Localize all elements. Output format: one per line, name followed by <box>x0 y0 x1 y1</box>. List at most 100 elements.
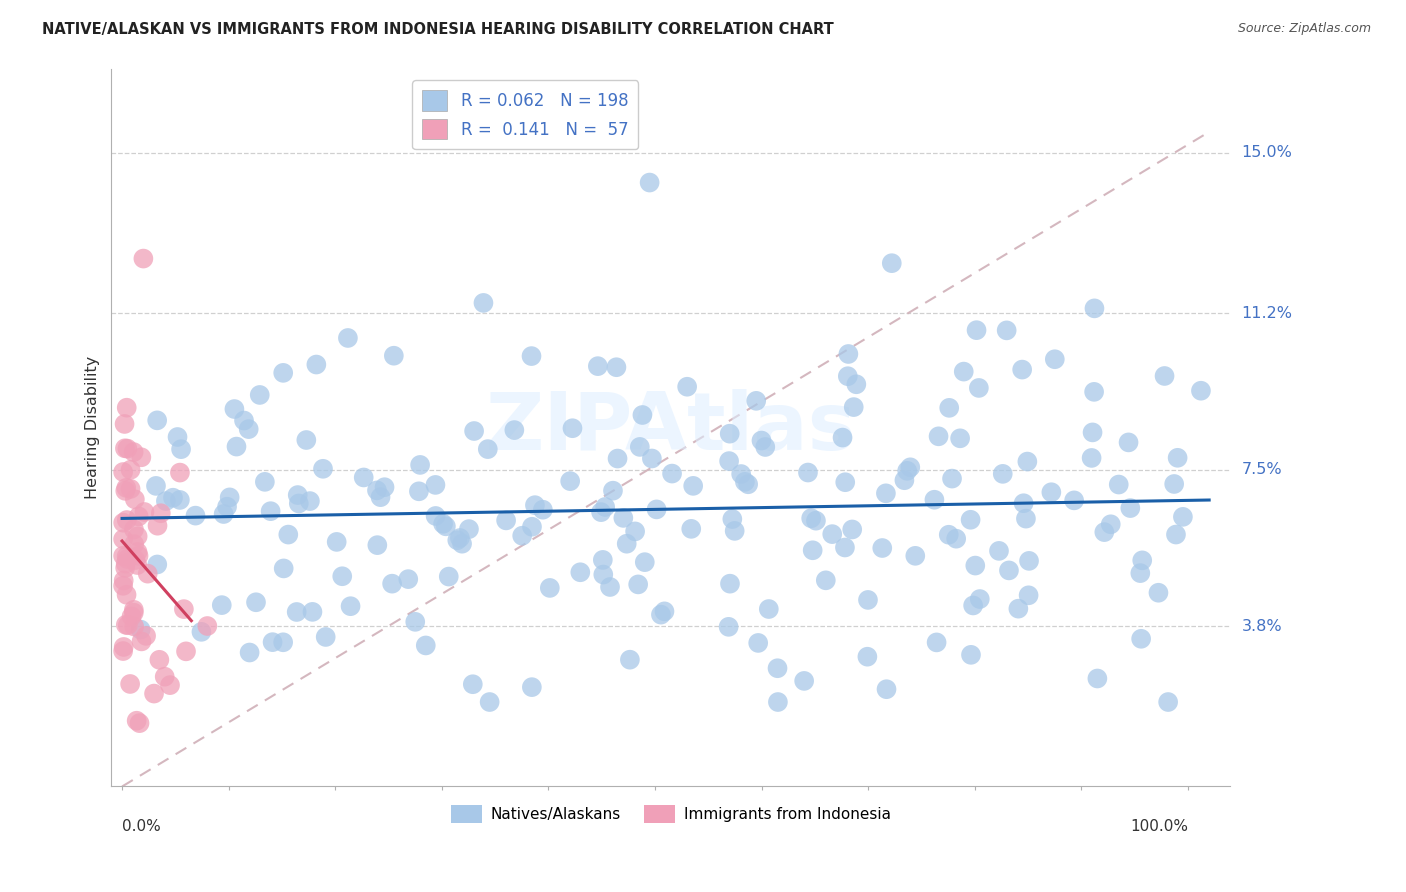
Point <box>128 509 150 524</box>
Text: Source: ZipAtlas.com: Source: ZipAtlas.com <box>1237 22 1371 36</box>
Point <box>128 716 150 731</box>
Point <box>184 508 207 523</box>
Point <box>800 511 823 525</box>
Point <box>370 490 392 504</box>
Point <box>114 483 136 498</box>
Point <box>218 491 240 505</box>
Point <box>1189 384 1212 398</box>
Point <box>153 670 176 684</box>
Point <box>112 465 135 479</box>
Point <box>114 442 136 456</box>
Point <box>681 522 703 536</box>
Point <box>159 678 181 692</box>
Point <box>134 505 156 519</box>
Point <box>432 516 454 531</box>
Point <box>478 695 501 709</box>
Point <box>801 543 824 558</box>
Point <box>224 402 246 417</box>
Point <box>1018 588 1040 602</box>
Point <box>415 639 437 653</box>
Point <box>941 472 963 486</box>
Point <box>967 381 990 395</box>
Point <box>1108 477 1130 491</box>
Text: 15.0%: 15.0% <box>1241 145 1292 161</box>
Point <box>312 462 335 476</box>
Point <box>959 513 981 527</box>
Point <box>115 513 138 527</box>
Point <box>301 605 323 619</box>
Point <box>837 369 859 384</box>
Point <box>366 483 388 498</box>
Text: 7.5%: 7.5% <box>1241 462 1282 477</box>
Point <box>271 635 294 649</box>
Point <box>605 360 627 375</box>
Point <box>112 579 135 593</box>
Point <box>122 445 145 459</box>
Point <box>1130 553 1153 567</box>
Point <box>117 618 139 632</box>
Text: 100.0%: 100.0% <box>1130 819 1188 834</box>
Point <box>128 549 150 563</box>
Point <box>1040 485 1063 500</box>
Point <box>718 426 741 441</box>
Point <box>425 478 447 492</box>
Point <box>305 358 328 372</box>
Point <box>112 574 135 588</box>
Point <box>245 595 267 609</box>
Point <box>560 474 582 488</box>
Point <box>520 680 543 694</box>
Point <box>654 604 676 618</box>
Point <box>804 514 827 528</box>
Point <box>661 467 683 481</box>
Point <box>437 569 460 583</box>
Point <box>962 599 984 613</box>
Point <box>212 507 235 521</box>
Point <box>295 433 318 447</box>
Point <box>259 504 281 518</box>
Point <box>592 553 614 567</box>
Point <box>896 464 918 478</box>
Point <box>117 442 139 456</box>
Point <box>434 519 457 533</box>
Point <box>1171 509 1194 524</box>
Point <box>856 593 879 607</box>
Point <box>1080 450 1102 465</box>
Point <box>225 440 247 454</box>
Point <box>404 615 426 629</box>
Point <box>641 451 664 466</box>
Point <box>870 541 893 555</box>
Point <box>1130 632 1153 646</box>
Point <box>1153 369 1175 384</box>
Point <box>1063 493 1085 508</box>
Point <box>122 537 145 551</box>
Point <box>425 508 447 523</box>
Point <box>1018 554 1040 568</box>
Point <box>273 561 295 575</box>
Point <box>845 377 868 392</box>
Point <box>949 431 972 445</box>
Point <box>114 557 136 571</box>
Point <box>538 581 561 595</box>
Point <box>336 331 359 345</box>
Point <box>520 520 543 534</box>
Point <box>472 296 495 310</box>
Point <box>339 599 361 614</box>
Point <box>495 513 517 527</box>
Point <box>315 630 337 644</box>
Point <box>127 545 149 559</box>
Point <box>758 602 780 616</box>
Point <box>628 440 651 454</box>
Point <box>238 422 260 436</box>
Point <box>561 421 583 435</box>
Point <box>841 523 863 537</box>
Text: 0.0%: 0.0% <box>122 819 160 834</box>
Point <box>1081 425 1104 440</box>
Point <box>965 558 987 573</box>
Point <box>834 541 856 555</box>
Point <box>938 401 960 415</box>
Point <box>1167 450 1189 465</box>
Point <box>893 473 915 487</box>
Text: ZIPAtlas: ZIPAtlas <box>485 389 856 467</box>
Point <box>117 552 139 566</box>
Point <box>146 413 169 427</box>
